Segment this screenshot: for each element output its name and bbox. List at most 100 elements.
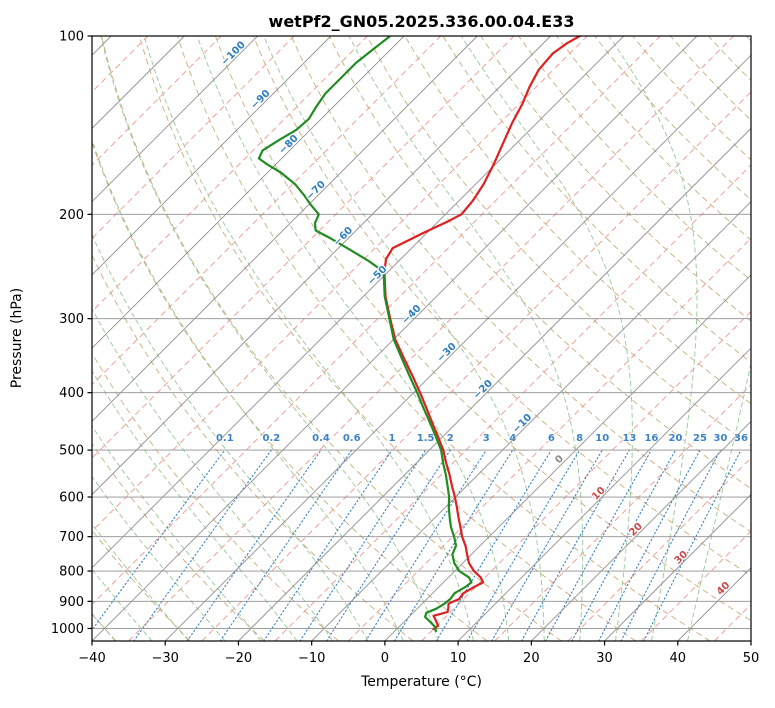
mixing-ratio-label: 0.4: [312, 433, 330, 444]
dry-adiabat-line: [92, 442, 265, 641]
x-tick-label: 30: [596, 651, 613, 666]
y-axis-label: Pressure (hPa): [9, 287, 25, 389]
mixing-ratio-line: [186, 449, 322, 641]
mixing-ratio-label: 4: [509, 433, 516, 444]
minor-isotherm-line: [494, 384, 751, 641]
minor-isotherm-line: [92, 36, 588, 532]
isotherm-label: −80: [277, 133, 301, 157]
moist-adiabat-line: [100, 36, 439, 641]
mixing-ratio-line: [466, 449, 581, 641]
isotherm-line: [92, 36, 625, 569]
minor-isotherm-line: [92, 36, 295, 239]
isotherm-label: −70: [304, 179, 328, 203]
isotherm-line: [531, 420, 751, 641]
mixing-ratio-line: [92, 449, 226, 631]
mixing-ratio-line: [435, 449, 552, 641]
mixing-ratio-line: [299, 449, 427, 641]
moist-adiabat-line: [92, 425, 262, 641]
isotherm-line: [750, 640, 751, 641]
y-tick-label: 800: [59, 565, 84, 580]
moist-adiabat-line: [92, 233, 369, 641]
mixing-ratio-line: [520, 449, 630, 641]
y-tick-label: 300: [59, 312, 84, 327]
moist-adiabat-line: [608, 36, 698, 641]
mixing-ratio-label: 0.1: [216, 433, 234, 444]
isotherm-label: 40: [715, 580, 733, 598]
dry-adiabat-line: [708, 36, 751, 82]
moist-adiabat-line: [92, 475, 226, 641]
mixing-ratio-label: 8: [576, 433, 583, 444]
moist-adiabat-line: [687, 361, 751, 641]
moist-adiabat-line: [92, 370, 298, 641]
mixing-ratio-line: [133, 449, 272, 641]
dry-adiabat-line: [556, 36, 751, 241]
mixing-ratio-label: 13: [622, 433, 636, 444]
dry-adiabat-line: [442, 36, 751, 363]
mixing-ratio-line: [326, 449, 451, 641]
mixing-ratio-line: [491, 449, 603, 641]
x-tick-label: −10: [298, 651, 325, 666]
moist-adiabat-line: [461, 36, 633, 641]
x-tick-label: −20: [225, 651, 252, 666]
plot-area: 0.1 0.2 0.4 0.6 1 1.5 2 3 4 6 8 10 13 16 20 25 30 36−100−…: [92, 36, 751, 641]
moist-adiabat-line: [348, 36, 584, 641]
y-tick-label: 700: [59, 530, 84, 545]
dry-adiabat-line: [480, 36, 751, 322]
y-tick-label: 900: [59, 595, 84, 610]
dry-adiabat-line: [252, 36, 751, 577]
moist-adiabat-line: [196, 36, 510, 641]
isotherm-line: [604, 493, 751, 641]
mixing-ratio-line: [365, 449, 487, 641]
isotherm-line: [311, 201, 751, 641]
mixing-ratio-label: 0.6: [343, 433, 361, 444]
x-tick-label: 0: [381, 651, 389, 666]
mixing-ratio-label: 6: [548, 433, 555, 444]
minor-isotherm-line: [640, 530, 751, 641]
isotherm-label: −40: [400, 303, 424, 327]
temperature-curve: [383, 36, 581, 631]
x-tick-label: 40: [670, 651, 687, 666]
minor-isotherm-line: [128, 36, 734, 641]
mixing-ratio-label: 1.5: [417, 433, 435, 444]
isotherm-line: [677, 567, 751, 641]
isotherm-line: [457, 347, 751, 641]
minor-isotherm-line: [92, 36, 661, 606]
dry-adiabat-line: [101, 36, 562, 641]
moist-adiabat-line: [92, 523, 189, 641]
mixing-ratio-line: [571, 449, 677, 641]
mixing-ratio-line: [620, 449, 721, 641]
isotherm-label: −100: [219, 40, 247, 68]
mixing-ratio-label: 3: [483, 433, 490, 444]
isotherm-line: [92, 36, 332, 276]
minor-isotherm-line: [92, 36, 222, 166]
isotherm-label: 30: [673, 549, 691, 567]
mixing-ratio-line: [263, 449, 393, 641]
isotherm-label: 0: [553, 453, 566, 466]
mixing-ratio-label: 10: [595, 433, 609, 444]
dry-adiabat-line: [632, 36, 751, 161]
moist-adiabat-line: [92, 307, 333, 641]
mixing-ratio-label: 20: [669, 433, 683, 444]
dry-adiabat-line: [177, 36, 711, 641]
minor-isotherm-line: [714, 603, 751, 641]
x-tick-label: −40: [78, 651, 105, 666]
dry-adiabat-line: [214, 36, 751, 622]
isotherm-line: [384, 274, 751, 641]
isotherm-line: [164, 54, 751, 641]
dry-adiabat-line: [92, 352, 339, 641]
mixing-ratio-label: 16: [644, 433, 658, 444]
dewpoint-curve: [257, 36, 473, 633]
dry-adiabat-line: [518, 36, 751, 281]
moist-adiabat-line: [263, 36, 545, 641]
x-tick-label: 20: [523, 651, 540, 666]
minor-isotherm-line: [92, 36, 515, 459]
minor-isotherm-line: [92, 36, 368, 313]
chart-title: wetPf2_GN05.2025.336.00.04.E33: [268, 12, 575, 31]
moist-adiabat-line: [92, 138, 404, 641]
dry-adiabat-line: [139, 36, 636, 641]
y-tick-label: 400: [59, 386, 84, 401]
minor-isotherm-line: [92, 36, 442, 386]
mixing-ratio-label: 0.2: [263, 433, 281, 444]
mixing-ratio-label: 2: [447, 433, 454, 444]
